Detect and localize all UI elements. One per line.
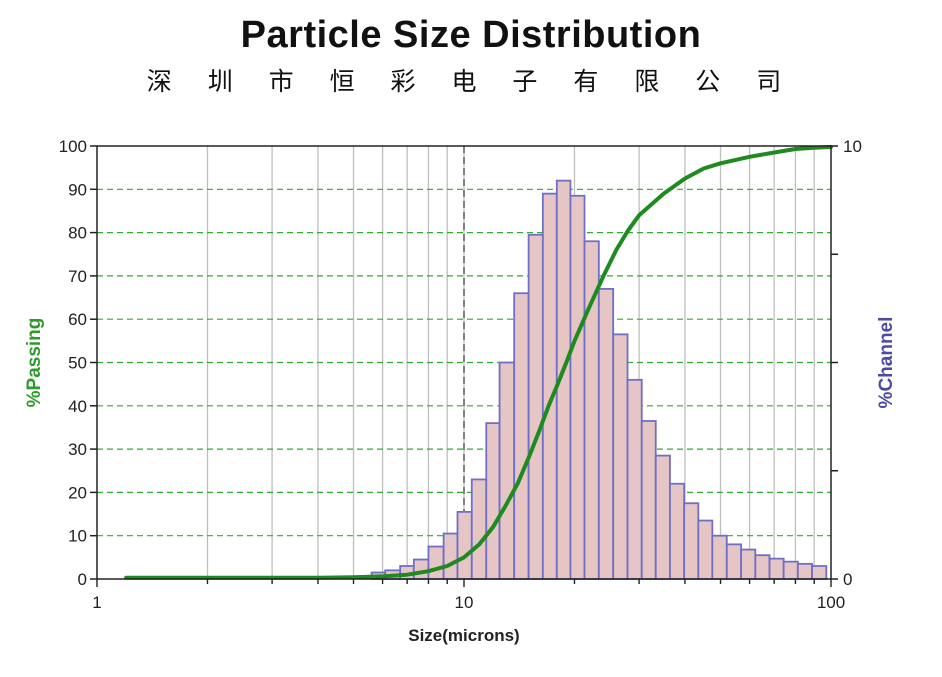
- left-tick-label: 100: [59, 137, 87, 156]
- bottom-tick-label: 10: [455, 593, 474, 612]
- histogram-bar: [513, 292, 530, 580]
- passing-line: [124, 144, 833, 580]
- histogram-bar: [754, 554, 771, 580]
- left-y-axis-label: %Passing: [24, 318, 45, 408]
- left-tick-label: 80: [68, 224, 87, 243]
- histogram-bar: [697, 519, 714, 580]
- histogram-bar: [725, 543, 743, 580]
- histogram-bar: [427, 545, 445, 580]
- histogram-bar: [711, 534, 728, 580]
- chart-title: Particle Size Distribution: [240, 14, 702, 56]
- left-tick-label: 90: [68, 180, 87, 199]
- histogram-bar: [527, 233, 544, 580]
- histogram-bar: [626, 378, 643, 580]
- left-tick-label: 60: [68, 310, 87, 329]
- chart-subtitle: 深 圳 市 恒 彩 电 子 有 限 公 司: [146, 67, 796, 96]
- histogram-bar: [640, 420, 657, 580]
- histogram-bar: [612, 333, 629, 580]
- histogram-bar: [485, 422, 501, 580]
- left-tick-label: 20: [68, 483, 87, 502]
- right-y-axis-label: %Channel: [876, 317, 897, 409]
- histogram-bar: [597, 287, 615, 580]
- histogram-bars: [370, 179, 828, 580]
- histogram-bar: [569, 194, 586, 580]
- left-tick-label: 30: [68, 440, 87, 459]
- histogram-bar: [654, 454, 671, 580]
- histogram-bar: [782, 560, 799, 580]
- grid-lines: [97, 146, 831, 579]
- histogram-bar: [470, 478, 488, 580]
- histogram-bar: [669, 482, 686, 580]
- left-tick-label: 10: [68, 527, 87, 546]
- axis-ticks: 0 10 20 30 40 50 60 70 80 90 100 0 10 1 10 100: [59, 137, 862, 612]
- x-axis-label: Size(microns): [408, 626, 519, 645]
- histogram-bar: [412, 558, 430, 580]
- histogram-bar: [442, 532, 459, 580]
- histogram-bar: [498, 361, 516, 580]
- left-tick-label: 0: [78, 570, 87, 589]
- histogram-bar: [796, 562, 813, 580]
- bottom-tick-label: 1: [92, 593, 101, 612]
- histogram-bar: [768, 557, 785, 580]
- left-tick-label: 70: [68, 267, 87, 286]
- histogram-bar: [740, 548, 757, 580]
- right-tick-label: 0: [843, 570, 852, 589]
- bottom-tick-label: 100: [817, 593, 845, 612]
- passing-curve-layer: [124, 144, 833, 580]
- histogram-bar: [683, 502, 700, 580]
- histogram-bar: [811, 565, 828, 580]
- histogram-bar: [456, 510, 473, 580]
- right-tick-label: 10: [843, 137, 862, 156]
- left-tick-label: 50: [68, 354, 87, 373]
- left-tick-label: 40: [68, 397, 87, 416]
